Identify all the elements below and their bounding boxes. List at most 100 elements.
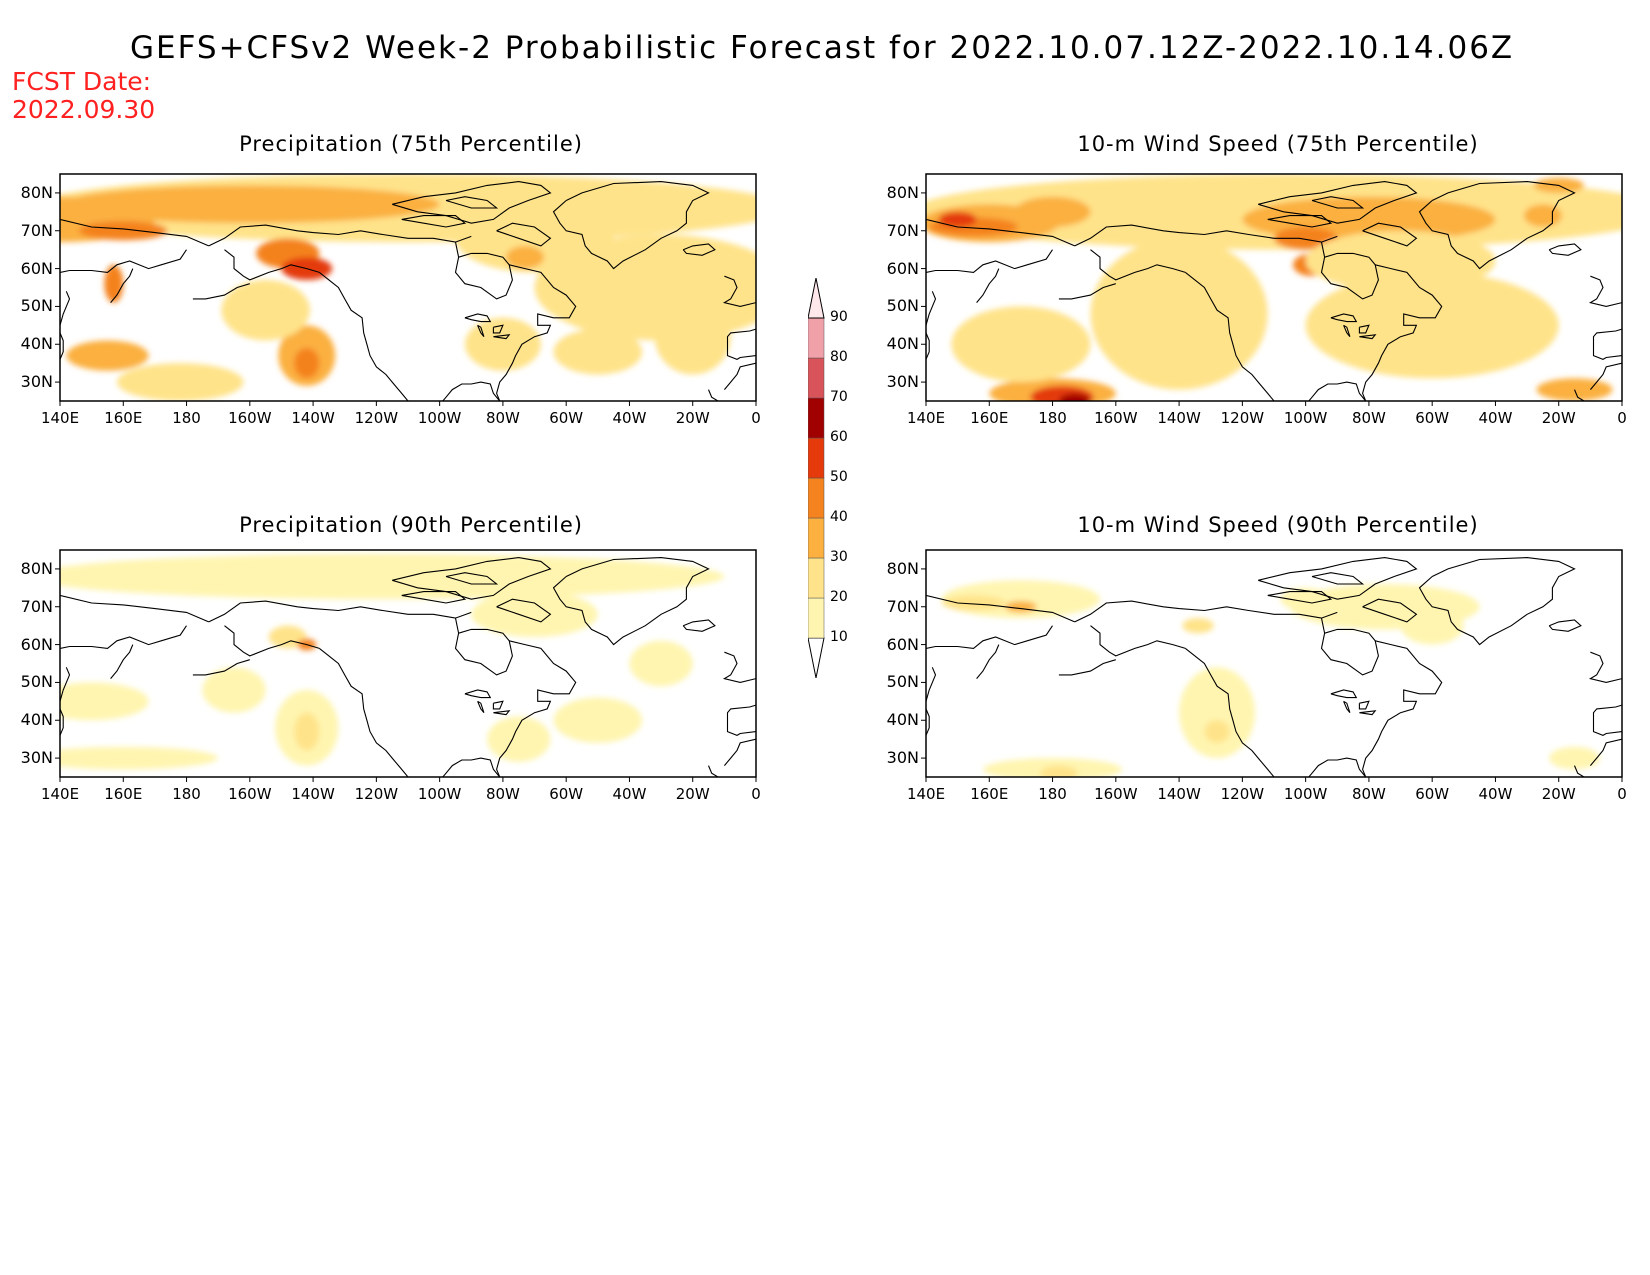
probability-shading bbox=[1179, 667, 1256, 759]
map-frame bbox=[925, 549, 1623, 778]
colorbar-level-label: 70 bbox=[830, 389, 848, 405]
lon-label: 60W bbox=[549, 785, 584, 803]
colorbar-level-label: 90 bbox=[830, 309, 848, 325]
probability-shading bbox=[294, 348, 320, 379]
lon-label: 80W bbox=[1351, 785, 1386, 803]
colorbar-top-arrow bbox=[808, 278, 825, 319]
colorbar-swatch bbox=[808, 557, 825, 599]
probability-shading bbox=[951, 306, 1091, 383]
lon-label: 160E bbox=[104, 785, 143, 803]
colorbar-level-label: 10 bbox=[830, 629, 848, 645]
panel-title: 10-m Wind Speed (75th Percentile) bbox=[1077, 132, 1479, 156]
colorbar-level-label: 30 bbox=[830, 549, 848, 565]
probability-shading bbox=[1549, 746, 1600, 770]
colorbar-swatch bbox=[808, 597, 825, 639]
lat-label: 60N bbox=[886, 634, 919, 654]
lon-label: 40W bbox=[612, 409, 647, 427]
lon-label: 160W bbox=[228, 409, 272, 427]
lon-label: 60W bbox=[549, 409, 584, 427]
lon-label: 100W bbox=[1283, 409, 1328, 427]
lon-label: 140W bbox=[291, 409, 335, 427]
panel-title: 10-m Wind Speed (90th Percentile) bbox=[1077, 513, 1479, 537]
probability-shading bbox=[553, 697, 643, 743]
precipitation-p75-map bbox=[55, 173, 757, 406]
lat-label: 40N bbox=[20, 334, 53, 354]
probability-shading bbox=[202, 667, 266, 713]
probability-shading bbox=[1400, 606, 1464, 645]
coastline bbox=[60, 557, 756, 777]
probability-shading bbox=[1204, 720, 1230, 743]
probability-shading bbox=[941, 595, 1006, 611]
probability-shading bbox=[506, 245, 545, 269]
colorbar-swatch bbox=[808, 437, 825, 479]
lon-label: 0 bbox=[751, 785, 761, 803]
lat-label: 50N bbox=[886, 296, 919, 316]
lon-label: 20W bbox=[675, 409, 710, 427]
lon-label: 60W bbox=[1415, 785, 1450, 803]
lon-label: 160W bbox=[228, 785, 272, 803]
colorbar-level-label: 60 bbox=[830, 429, 848, 445]
colorbar-swatch bbox=[808, 517, 825, 559]
lon-label: 140W bbox=[291, 785, 335, 803]
lat-label: 80N bbox=[886, 182, 919, 202]
lon-label: 140W bbox=[1157, 785, 1201, 803]
lon-label: 100W bbox=[417, 785, 462, 803]
lon-label: 20W bbox=[1541, 409, 1576, 427]
map-frame bbox=[59, 549, 757, 778]
main-title: GEFS+CFSv2 Week-2 Probabilistic Forecast… bbox=[130, 30, 1515, 66]
lat-label: 70N bbox=[20, 596, 53, 616]
lon-label: 60W bbox=[1415, 409, 1450, 427]
lat-label: 50N bbox=[886, 672, 919, 692]
probability-shading bbox=[654, 298, 731, 375]
colorbar-swatch bbox=[808, 397, 825, 439]
probability-shading bbox=[464, 317, 541, 371]
lon-label: 0 bbox=[1617, 409, 1627, 427]
probability-shading bbox=[487, 716, 551, 762]
lat-label: 60N bbox=[886, 258, 919, 278]
forecast-date-block: FCST Date: 2022.09.30 bbox=[12, 68, 155, 124]
lon-label: 80W bbox=[1351, 409, 1386, 427]
probability-shading bbox=[60, 682, 149, 721]
probability-shading bbox=[1058, 393, 1091, 401]
wind-p75-map bbox=[921, 173, 1623, 406]
colorbar bbox=[808, 278, 825, 678]
lat-label: 80N bbox=[20, 182, 53, 202]
probability-shading bbox=[1305, 230, 1496, 292]
lat-label: 30N bbox=[886, 748, 919, 768]
lat-label: 40N bbox=[20, 710, 53, 730]
lon-label: 100W bbox=[417, 409, 462, 427]
map-frame bbox=[59, 173, 757, 402]
lon-label: 40W bbox=[1478, 785, 1513, 803]
probability-shading bbox=[60, 553, 725, 600]
probability-shading bbox=[471, 591, 598, 638]
lon-label: 160E bbox=[104, 409, 143, 427]
coastline bbox=[926, 181, 1622, 401]
lon-label: 120W bbox=[1220, 409, 1265, 427]
probability-shading bbox=[938, 211, 977, 227]
probability-shading bbox=[1005, 601, 1037, 613]
probability-shading bbox=[1523, 204, 1562, 227]
probability-shading bbox=[553, 329, 643, 375]
probability-shading bbox=[221, 279, 310, 341]
lat-label: 40N bbox=[886, 334, 919, 354]
lon-label: 140E bbox=[40, 409, 80, 427]
lon-label: 160W bbox=[1094, 409, 1138, 427]
lon-label: 120W bbox=[354, 785, 399, 803]
probability-shading bbox=[1014, 196, 1091, 227]
probability-shading bbox=[78, 221, 168, 241]
lat-label: 80N bbox=[886, 558, 919, 578]
lon-label: 160W bbox=[1094, 785, 1138, 803]
lon-label: 160E bbox=[970, 409, 1009, 427]
colorbar-level-label: 80 bbox=[830, 349, 848, 365]
panel-title: Precipitation (90th Percentile) bbox=[239, 513, 583, 537]
colorbar-bottom-arrow bbox=[808, 637, 825, 678]
lon-label: 160E bbox=[970, 785, 1009, 803]
coastline bbox=[926, 557, 1622, 777]
lon-label: 140W bbox=[1157, 409, 1201, 427]
colorbar-level-label: 40 bbox=[830, 509, 848, 525]
lon-label: 80W bbox=[485, 785, 520, 803]
lat-label: 50N bbox=[20, 296, 53, 316]
lon-label: 180 bbox=[172, 409, 201, 427]
lat-label: 70N bbox=[20, 220, 53, 240]
probability-shading bbox=[1182, 618, 1214, 634]
